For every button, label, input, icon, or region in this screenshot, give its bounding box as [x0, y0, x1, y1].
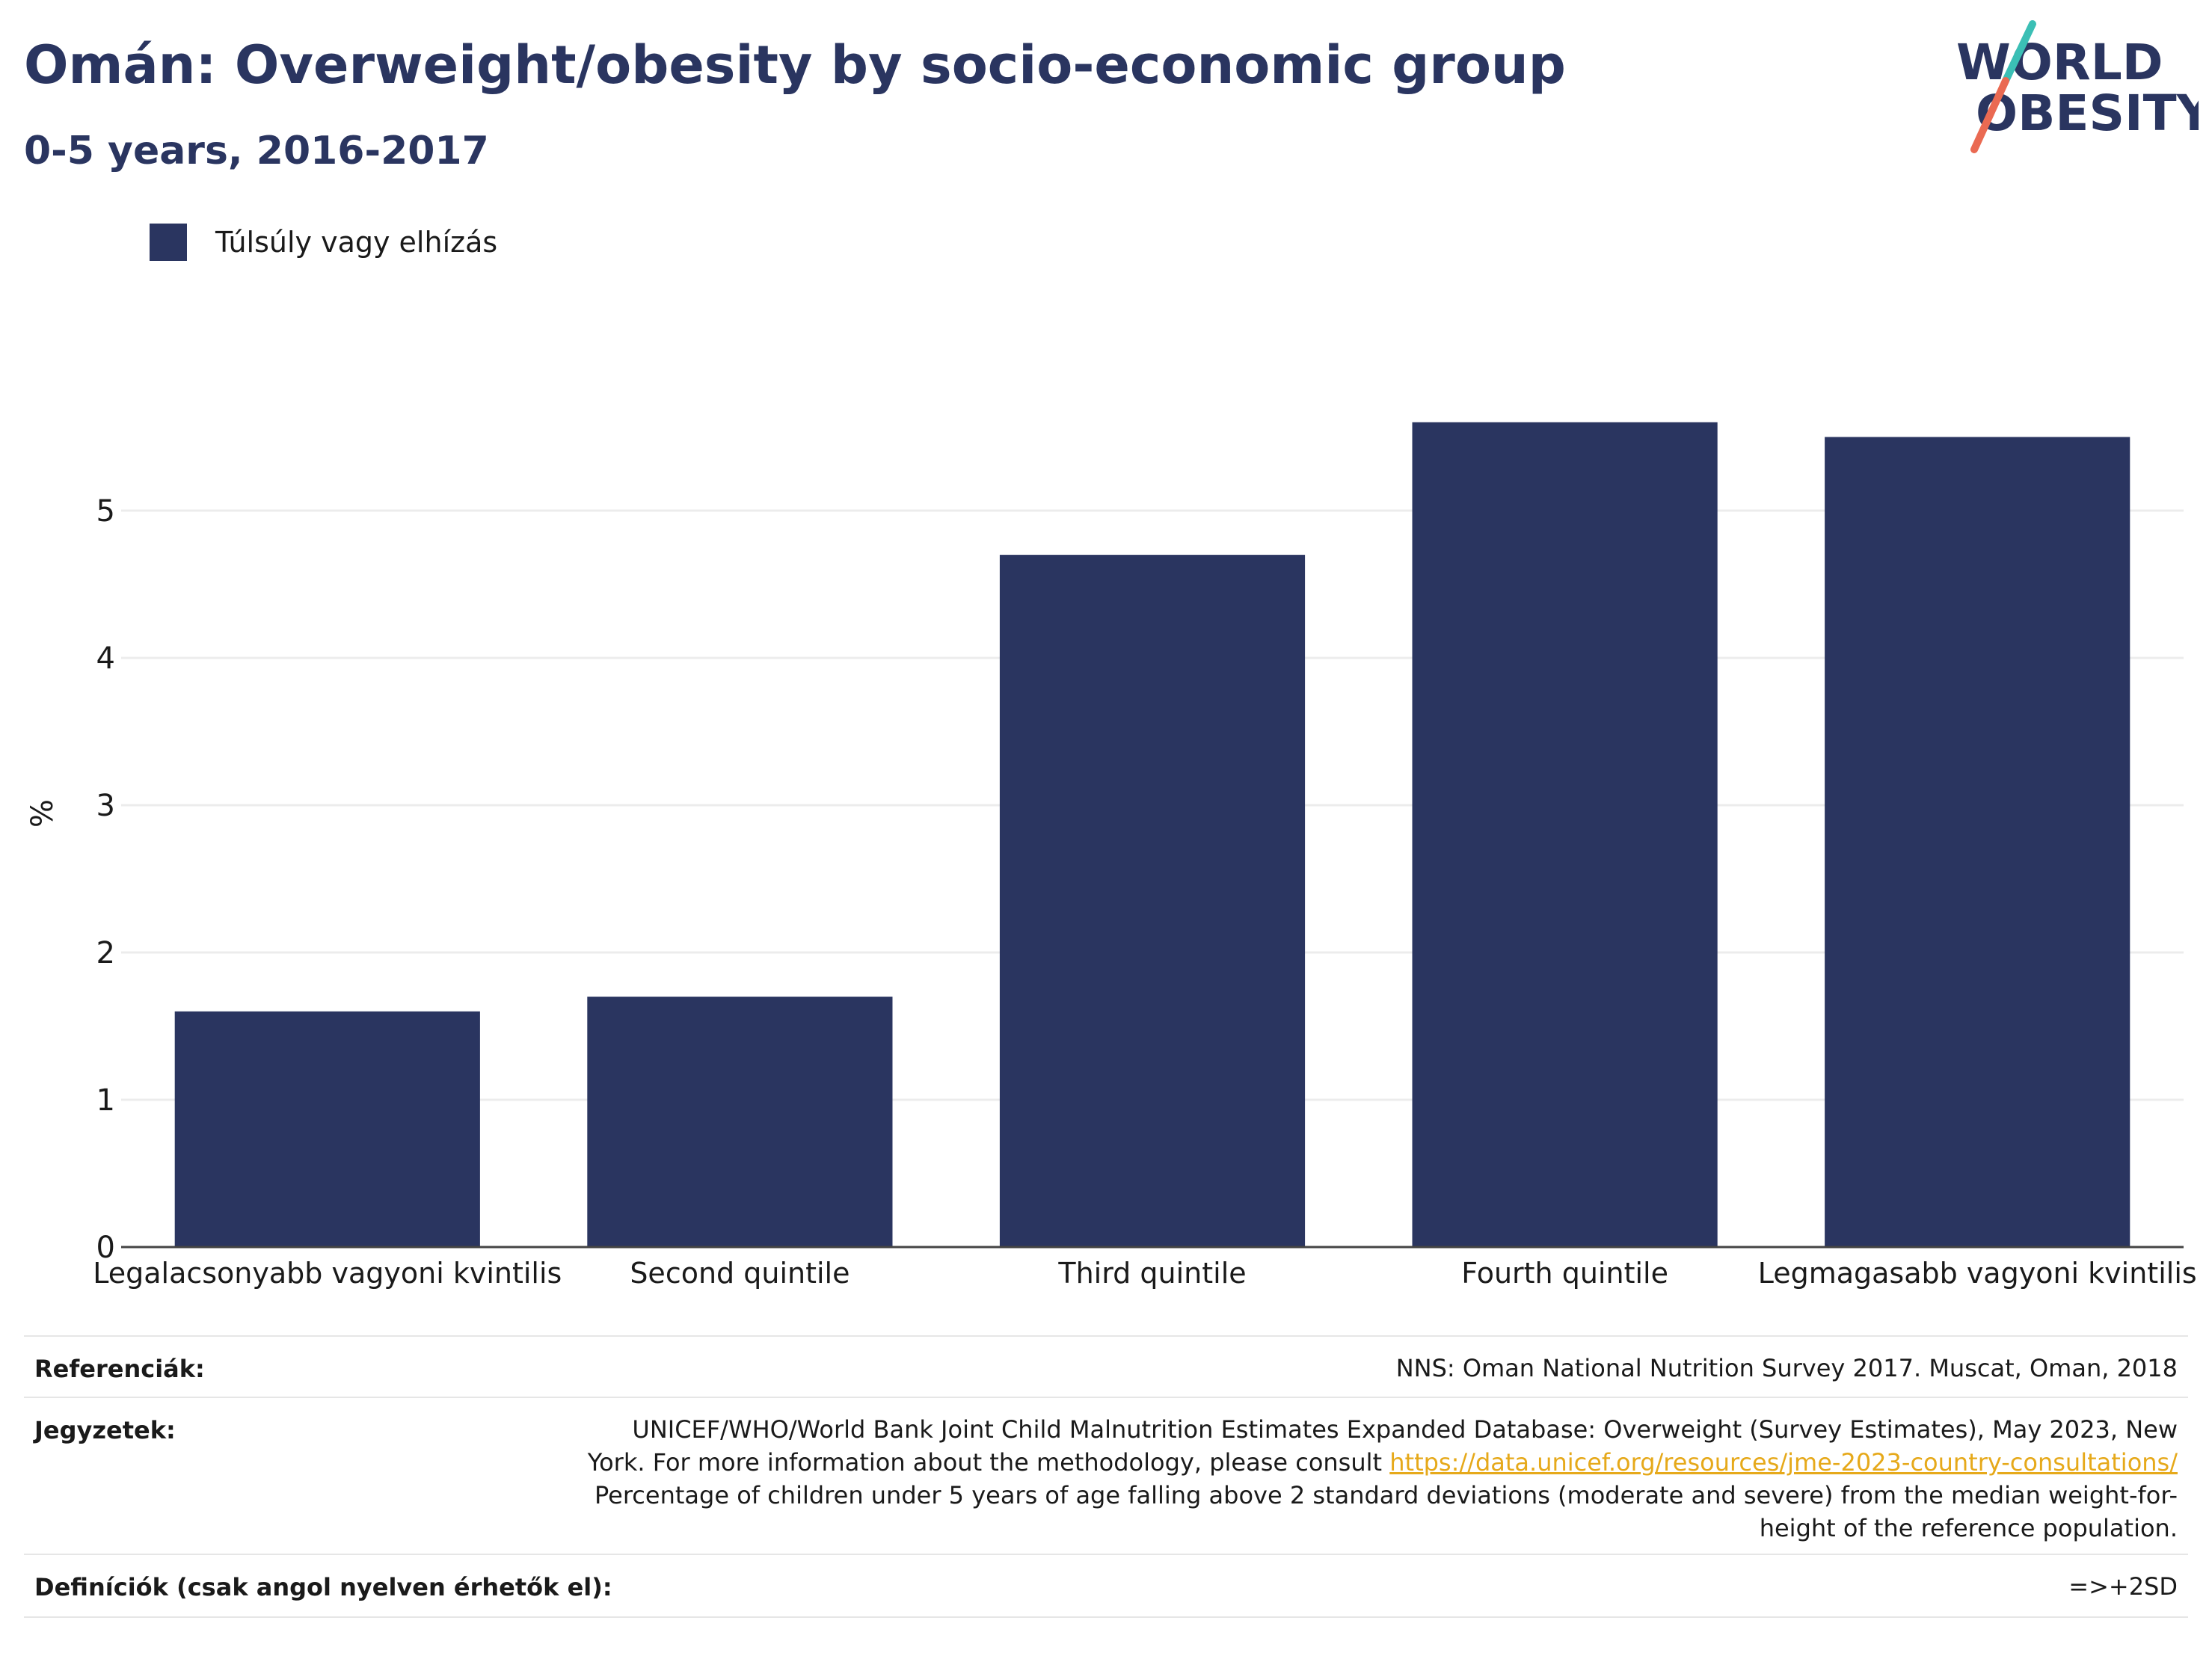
y-tick-labels: 0 1 2 3 4 5: [96, 494, 115, 1265]
notes-value: UNICEF/WHO/World Bank Joint Child Malnut…: [588, 1413, 2178, 1545]
x-tick-label: Legalacsonyabb vagyoni kvintilis: [93, 1257, 562, 1290]
methodology-link[interactable]: https://data.unicef.org/resources/jme-20…: [1389, 1448, 2178, 1477]
bar[interactable]: [174, 1011, 480, 1247]
bar[interactable]: [1412, 422, 1718, 1247]
notes-key: Jegyzetek:: [34, 1416, 176, 1444]
references-key: Referenciák:: [34, 1355, 205, 1383]
world-obesity-logo: WORLD OBESITY: [1956, 20, 2199, 153]
legend-label: Túlsúly vagy elhízás: [215, 226, 498, 259]
x-tick-label: Third quintile: [1057, 1257, 1246, 1290]
notes-line4: height of the reference population.: [1759, 1514, 2178, 1542]
bar[interactable]: [1825, 437, 2130, 1248]
bar[interactable]: [999, 555, 1306, 1247]
notes-line1: UNICEF/WHO/World Bank Joint Child Malnut…: [632, 1415, 2178, 1444]
y-tick-label: 3: [96, 789, 115, 823]
footer-notes: Jegyzetek: UNICEF/WHO/World Bank Joint C…: [24, 1397, 2188, 1555]
y-tick-label: 0: [96, 1231, 115, 1265]
x-tick-label: Legmagasabb vagyoni kvintilis: [1758, 1257, 2197, 1290]
definitions-key: Definíciók (csak angol nyelven érhetők e…: [34, 1573, 612, 1601]
chart-title: Omán: Overweight/obesity by socio-econom…: [24, 34, 1566, 96]
notes-line2: York. For more information about the met…: [588, 1446, 2178, 1479]
footer-references: Referenciák: NNS: Oman National Nutritio…: [24, 1335, 2188, 1398]
y-tick-label: 4: [96, 641, 115, 676]
y-tick-label: 1: [96, 1083, 115, 1118]
bar[interactable]: [587, 997, 893, 1247]
bar-chart: 0 1 2 3 4 5 Legalacsonyabb vagyoni kvintilis S…: [25, 422, 2197, 1290]
logo-line1: WORLD: [1956, 34, 2163, 91]
x-tick-label: Second quintile: [630, 1257, 850, 1290]
y-tick-label: 5: [96, 494, 115, 529]
notes-line2-prefix: York. For more information about the met…: [587, 1448, 1390, 1477]
chart-subtitle: 0-5 years, 2016-2017: [24, 129, 489, 173]
x-tick-label: Fourth quintile: [1461, 1257, 1668, 1290]
y-tick-label: 2: [96, 936, 115, 970]
logo-line2: OBESITY: [1976, 84, 2199, 142]
legend-swatch: [150, 224, 187, 261]
footer-definitions: Definíciók (csak angol nyelven érhetők e…: [24, 1554, 2188, 1618]
definitions-value: =>+2SD: [2068, 1572, 2178, 1601]
y-axis-label: %: [25, 799, 60, 828]
bars: [174, 422, 2130, 1248]
legend: Túlsúly vagy elhízás: [150, 223, 497, 262]
notes-line3: Percentage of children under 5 years of …: [595, 1481, 2178, 1509]
references-value: NNS: Oman National Nutrition Survey 2017…: [1395, 1354, 2178, 1382]
x-tick-labels: Legalacsonyabb vagyoni kvintilis Second q…: [93, 1257, 2196, 1290]
